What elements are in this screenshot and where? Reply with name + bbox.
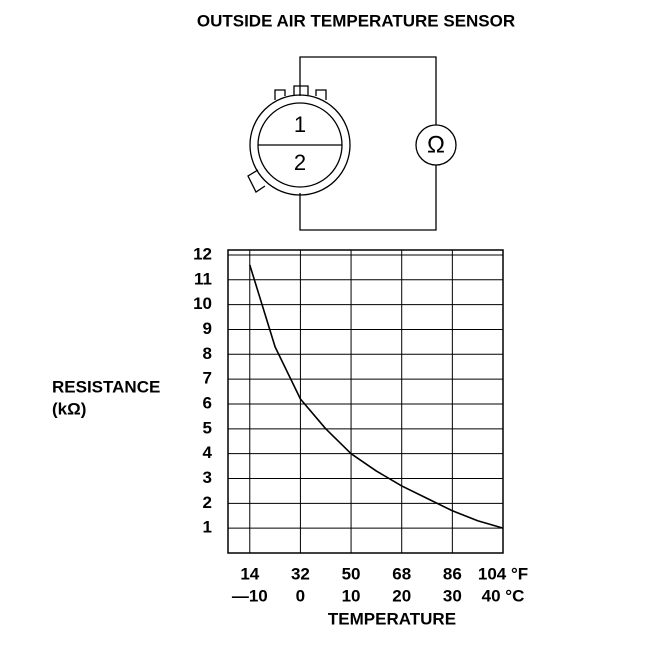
x-tick-label: —10 bbox=[232, 586, 268, 605]
y-tick-label: 4 bbox=[203, 443, 213, 462]
ohm-symbol: Ω bbox=[427, 131, 445, 158]
y-tick-label: 5 bbox=[203, 418, 212, 437]
y-tick-label: 11 bbox=[194, 269, 212, 288]
sensor-diagram: 1 2 Ω bbox=[247, 56, 457, 231]
y-tick-label: 9 bbox=[203, 319, 212, 338]
wire bbox=[299, 56, 437, 231]
y-tick-label: 6 bbox=[203, 393, 212, 412]
x2-tick-label: 104 °F bbox=[478, 564, 528, 583]
ohmmeter bbox=[415, 124, 457, 166]
x-tick-label: 30 bbox=[443, 586, 462, 605]
y-tick-label: 12 bbox=[193, 244, 212, 263]
x2-tick-label: 14 bbox=[240, 564, 259, 583]
pin-label: 1 bbox=[294, 112, 306, 137]
y-tick-label: 7 bbox=[203, 369, 212, 388]
y-tick-label: 8 bbox=[203, 344, 212, 363]
y-axis-label: RESISTANCE bbox=[52, 377, 160, 396]
x-tick-label: 40 °C bbox=[482, 586, 525, 605]
y-tick-label: 2 bbox=[203, 493, 212, 512]
x-tick-label: 20 bbox=[392, 586, 411, 605]
tabs bbox=[274, 85, 327, 100]
curve bbox=[249, 264, 504, 529]
title: OUTSIDE AIR TEMPERATURE SENSOR bbox=[197, 11, 515, 30]
x2-tick-label: 32 bbox=[291, 564, 310, 583]
y-axis-unit: (kΩ) bbox=[52, 399, 86, 418]
x-axis-label: TEMPERATURE bbox=[328, 609, 456, 628]
pin-label: 2 bbox=[294, 150, 306, 175]
x-tick-label: 10 bbox=[342, 586, 361, 605]
plot-frame bbox=[227, 249, 504, 554]
sensor-body bbox=[249, 94, 351, 196]
y-tick-label: 1 bbox=[203, 518, 212, 537]
y-tick-label: 10 bbox=[193, 294, 212, 313]
side-tab bbox=[247, 169, 266, 193]
x2-tick-label: 68 bbox=[392, 564, 411, 583]
y-tick-label: 3 bbox=[203, 468, 212, 487]
x-tick-label: 0 bbox=[296, 586, 305, 605]
x2-tick-label: 86 bbox=[443, 564, 462, 583]
x2-tick-label: 50 bbox=[342, 564, 361, 583]
